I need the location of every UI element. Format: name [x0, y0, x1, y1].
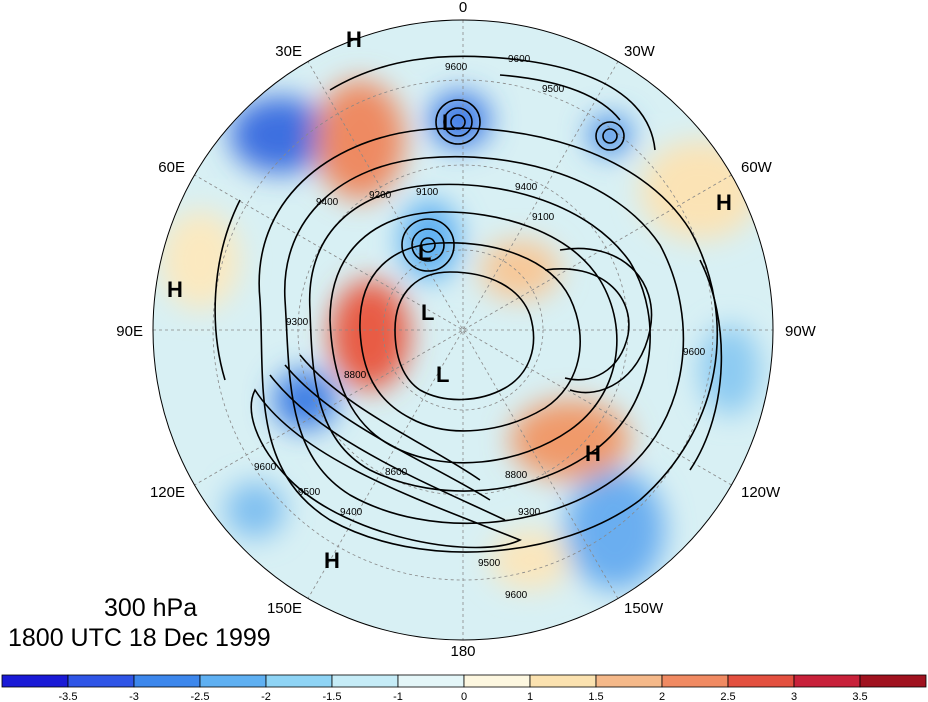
colorbar-tick-label: 3	[791, 691, 797, 702]
colorbar-ticks: -3.5 -3 -2.5 -2 -1.5 -1 0 1 1.5 2 2.5 3 3.5	[59, 691, 868, 702]
anomaly-field	[153, 20, 773, 640]
colorbar-tick-label: 2	[659, 691, 665, 702]
colorbar: -3.5 -3 -2.5 -2 -1.5 -1 0 1 1.5 2 2.5 3 3.5	[1, 674, 927, 702]
colorbar-box	[859, 674, 927, 688]
low-center: L	[421, 300, 434, 325]
lon-label-60e: 60E	[158, 159, 185, 176]
pressure-centers: H L L L L H H H H	[167, 27, 732, 573]
contour-label: 8800	[344, 370, 367, 381]
contour-label: 9100	[532, 212, 555, 223]
colorbar-box	[331, 674, 399, 688]
graticule	[153, 20, 773, 640]
colorbar-tick-label: -2.5	[191, 691, 210, 702]
lon-label-0: 0	[459, 0, 467, 16]
lon-label-90e: 90E	[116, 323, 143, 340]
lon-label-30e: 30E	[275, 43, 302, 60]
colorbar-tick-label: 1.5	[588, 691, 603, 702]
longitude-labels: 0 30W 60W 90W 120W 150W 180 150E 120E 90…	[116, 0, 816, 660]
colorbar-box	[727, 674, 795, 688]
contour-label: 9300	[518, 507, 541, 518]
contour-label: 9500	[298, 487, 321, 498]
colorbar-box	[793, 674, 861, 688]
lon-label-30w: 30W	[624, 43, 656, 60]
contour-label: 9600	[683, 347, 706, 358]
contour-label: 9500	[478, 558, 501, 569]
lon-label-60w: 60W	[741, 159, 773, 176]
contour-label: 9400	[515, 182, 538, 193]
lon-label-150w: 150W	[624, 600, 664, 617]
colorbar-box	[199, 674, 267, 688]
lon-label-180: 180	[450, 643, 475, 660]
high-center: H	[167, 277, 183, 302]
colorbar-box	[265, 674, 333, 688]
contour-label: 8800	[505, 470, 528, 481]
colorbar-boxes	[1, 674, 927, 688]
colorbar-box	[595, 674, 663, 688]
colorbar-tick-label: -3.5	[59, 691, 78, 702]
colorbar-box	[661, 674, 729, 688]
low-center: L	[442, 110, 455, 135]
height-contours	[214, 55, 723, 553]
lon-label-120w: 120W	[741, 484, 781, 501]
valid-time-caption: 1800 UTC 18 Dec 1999	[8, 624, 271, 652]
contour-label: 9400	[316, 197, 339, 208]
colorbar-tick-label: -1	[393, 691, 403, 702]
colorbar-tick-label: 0	[461, 691, 467, 702]
contour-labels: 9600 9600 9500 9400 9100 9100 9200 9300 …	[254, 54, 706, 601]
contour-label: 9300	[286, 317, 309, 328]
contour-label: 9400	[340, 507, 363, 518]
colorbar-tick-label: 2.5	[720, 691, 735, 702]
colorbar-tick-label: 1	[527, 691, 533, 702]
colorbar-box	[397, 674, 465, 688]
colorbar-tick-label: -3	[129, 691, 139, 702]
contour-label: 9600	[254, 462, 277, 473]
pressure-level-caption: 300 hPa	[104, 594, 198, 622]
colorbar-box	[529, 674, 597, 688]
high-center: H	[716, 190, 732, 215]
colorbar-box	[463, 674, 531, 688]
lon-label-150e: 150E	[267, 600, 302, 617]
colorbar-box	[133, 674, 201, 688]
contour-label: 9600	[508, 54, 531, 65]
high-center: H	[585, 441, 601, 466]
contour-label: 9100	[416, 187, 439, 198]
high-center: H	[324, 548, 340, 573]
contour-label: 9500	[542, 84, 565, 95]
lon-label-120e: 120E	[150, 484, 185, 501]
colorbar-box	[1, 674, 69, 688]
colorbar-tick-label: -1.5	[323, 691, 342, 702]
colorbar-tick-label: 3.5	[852, 691, 867, 702]
map-boundary	[152, 19, 774, 641]
low-center: L	[436, 362, 449, 387]
contour-label: 9600	[445, 62, 468, 73]
colorbar-box	[67, 674, 135, 688]
colorbar-tick-label: -2	[261, 691, 271, 702]
contour-label: 8600	[385, 467, 408, 478]
lon-label-90w: 90W	[785, 323, 817, 340]
contour-label: 9600	[505, 590, 528, 601]
contour-label: 9200	[369, 190, 392, 201]
low-center: L	[418, 240, 431, 265]
